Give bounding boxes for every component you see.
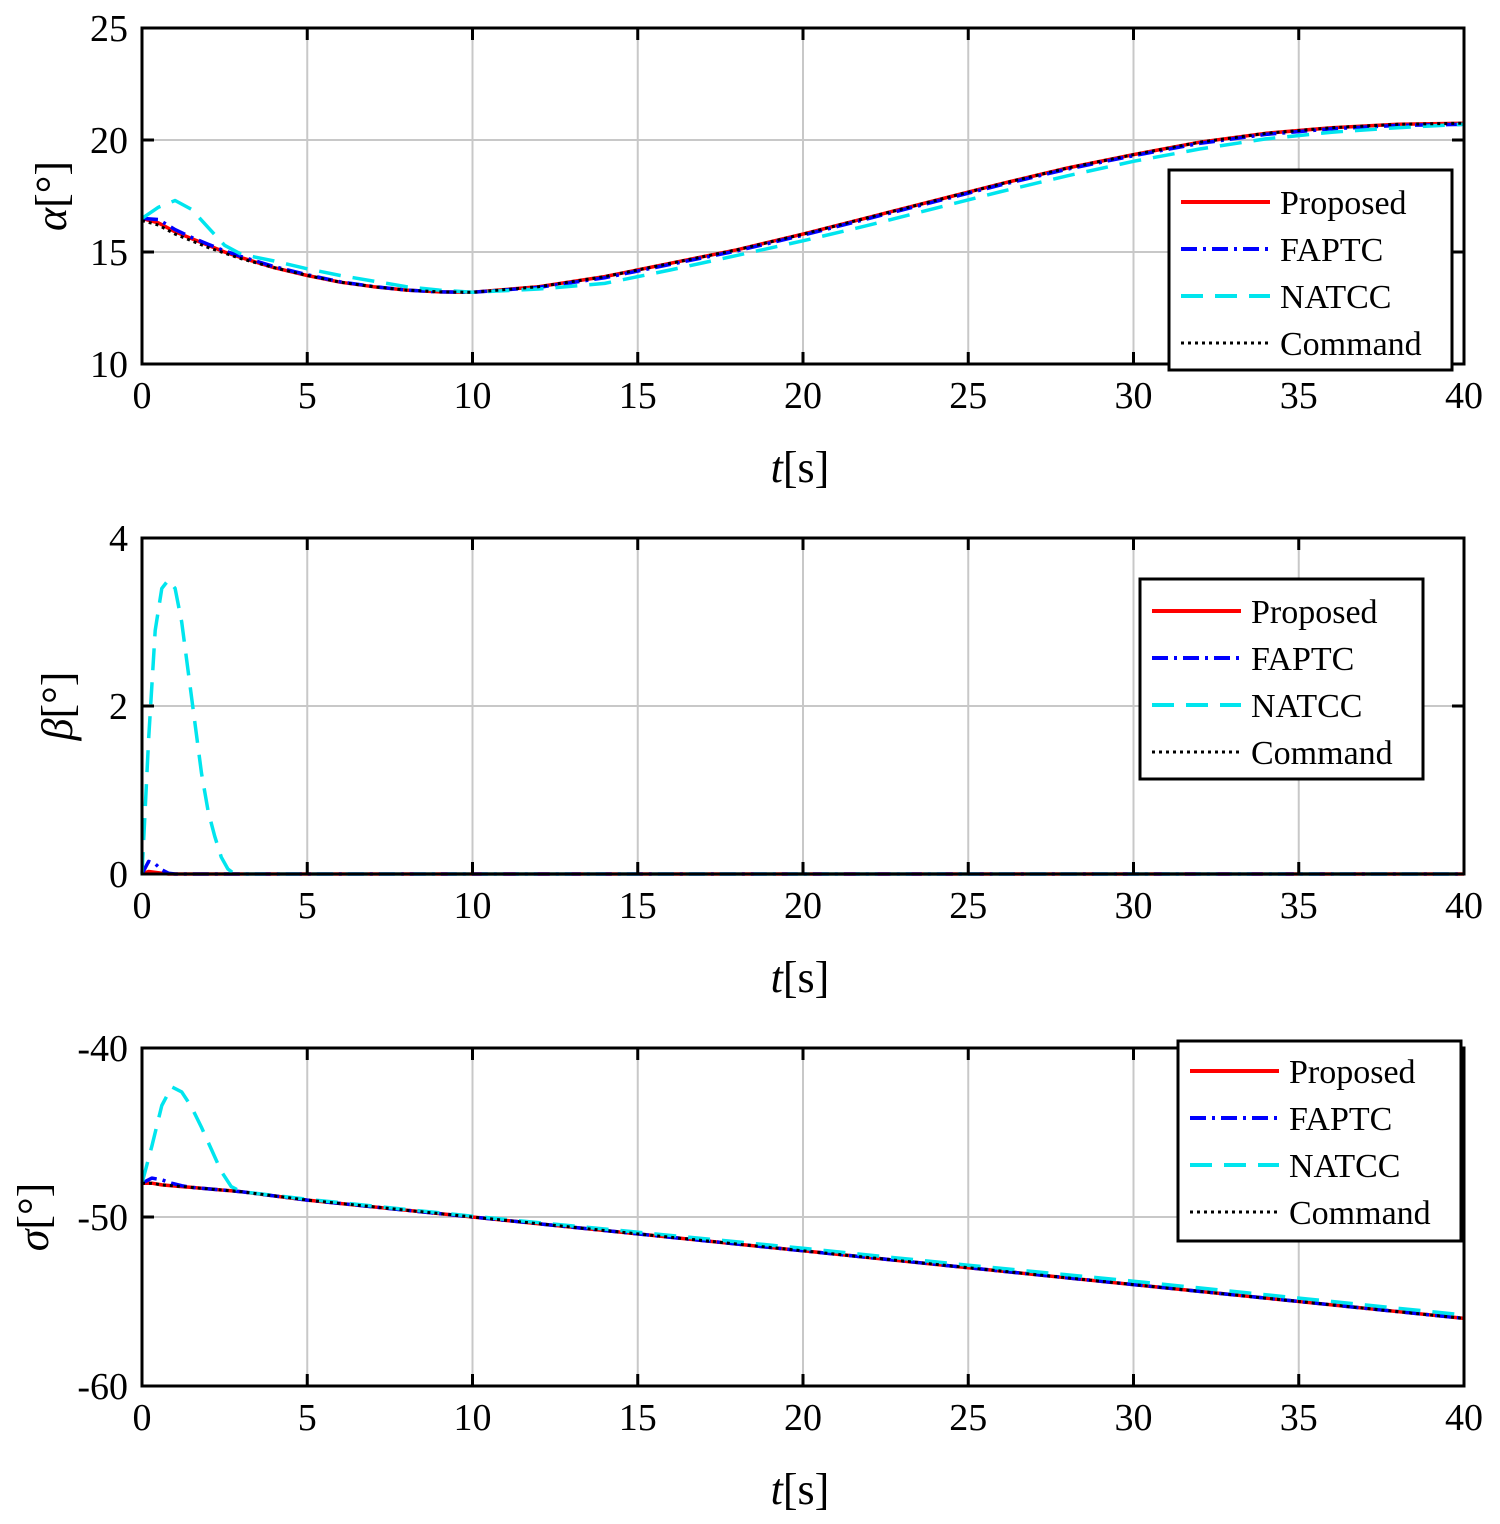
sigma-legend-box	[1176, 1039, 1463, 1243]
beta-legend-label-faptc: FAPTC	[1251, 641, 1354, 678]
sigma-y-axis-label: σ[°]	[9, 1183, 58, 1252]
alpha-y-tick-label: 25	[90, 8, 128, 50]
sigma-x-tick-label: 40	[1445, 1397, 1483, 1439]
beta-y-tick-label: 0	[109, 854, 128, 896]
sigma-legend-label-proposed: Proposed	[1289, 1054, 1416, 1091]
alpha-x-tick-label: 35	[1280, 375, 1318, 417]
sigma-legend-label-natcc: NATCC	[1289, 1148, 1400, 1185]
sigma-x-tick-label: 10	[454, 1397, 492, 1439]
alpha-legend: Proposed FAPTC NATCC Command	[1167, 168, 1454, 372]
alpha-x-tick-label: 20	[784, 375, 822, 417]
beta-y-axis-label: β[°]	[33, 672, 82, 742]
sigma-series-command	[142, 1181, 1465, 1320]
beta-x-axis-label: t[s]	[771, 953, 830, 1002]
alpha-x-tick-label: 25	[949, 375, 987, 417]
alpha-legend-label-natcc: NATCC	[1280, 279, 1391, 316]
alpha-legend-label-proposed: Proposed	[1280, 185, 1407, 222]
alpha-y-tick-label: 15	[90, 232, 128, 274]
beta-legend: Proposed FAPTC NATCC Command	[1138, 577, 1425, 781]
beta-y-tick-label: 2	[109, 686, 128, 728]
alpha-series-lines	[141, 121, 1465, 295]
alpha-legend-label-faptc: FAPTC	[1280, 232, 1383, 269]
alpha-x-tick-label: 40	[1445, 375, 1483, 417]
alpha-y-tick-label: 20	[90, 120, 128, 162]
sigma-y-tick-label: -60	[77, 1366, 128, 1408]
sigma-x-tick-label: 0	[133, 1397, 152, 1439]
beta-y-tick-label: 4	[109, 518, 128, 560]
alpha-x-tick-label: 15	[619, 375, 657, 417]
sigma-series-faptc	[141, 1176, 1465, 1321]
beta-x-tick-label: 25	[949, 885, 987, 927]
alpha-x-axis-label: t[s]	[771, 443, 830, 492]
sigma-x-tick-label: 20	[784, 1397, 822, 1439]
beta-x-tick-label: 0	[133, 885, 152, 927]
sigma-ticks: 0 5 10 15 20 25 30 35 40 -60 -50 -40	[77, 1028, 1483, 1439]
beta-x-tick-label: 20	[784, 885, 822, 927]
beta-legend-label-proposed: Proposed	[1251, 594, 1378, 631]
sigma-x-axis-label: t[s]	[771, 1465, 830, 1514]
alpha-legend-label-command: Command	[1280, 326, 1422, 363]
sigma-x-tick-label: 35	[1280, 1397, 1318, 1439]
alpha-series-natcc	[141, 122, 1465, 295]
sigma-legend: Proposed FAPTC NATCC Command	[1176, 1039, 1463, 1243]
alpha-series-command	[141, 121, 1465, 294]
alpha-y-tick-label: 10	[90, 344, 128, 386]
beta-legend-label-natcc: NATCC	[1251, 688, 1362, 725]
beta-x-tick-label: 5	[298, 885, 317, 927]
panel-sigma: 0 5 10 15 20 25 30 35 40 -60 -50 -40 t[s] σ[°] Prop…	[9, 1028, 1483, 1514]
sigma-legend-label-faptc: FAPTC	[1289, 1101, 1392, 1138]
beta-x-tick-label: 15	[619, 885, 657, 927]
sigma-series-natcc	[140, 1085, 1465, 1317]
sigma-x-tick-label: 30	[1115, 1397, 1153, 1439]
beta-legend-label-command: Command	[1251, 735, 1393, 772]
beta-x-tick-label: 30	[1115, 885, 1153, 927]
panel-alpha: 0 5 10 15 20 25 30 35 40 10 15 20 25 t[s] α[°] Propo…	[27, 8, 1483, 492]
sigma-x-tick-label: 5	[298, 1397, 317, 1439]
alpha-y-axis-label: α[°]	[27, 161, 76, 231]
sigma-y-tick-label: -40	[77, 1028, 128, 1070]
beta-ticks: 0 5 10 15 20 25 30 35 40 0 2 4	[109, 518, 1483, 927]
sigma-x-tick-label: 25	[949, 1397, 987, 1439]
sigma-legend-label-command: Command	[1289, 1195, 1431, 1232]
sigma-x-tick-label: 15	[619, 1397, 657, 1439]
sigma-y-tick-label: -50	[77, 1197, 128, 1239]
alpha-x-tick-label: 5	[298, 375, 317, 417]
panel-beta: 0 5 10 15 20 25 30 35 40 0 2 4 t[s] β[°] Proposed F…	[33, 518, 1483, 1002]
alpha-x-tick-label: 10	[454, 375, 492, 417]
beta-x-tick-label: 40	[1445, 885, 1483, 927]
sigma-series-lines	[140, 1085, 1465, 1321]
alpha-x-tick-label: 30	[1115, 375, 1153, 417]
alpha-x-tick-label: 0	[133, 375, 152, 417]
beta-x-tick-label: 35	[1280, 885, 1318, 927]
beta-x-tick-label: 10	[454, 885, 492, 927]
alpha-ticks: 0 5 10 15 20 25 30 35 40 10 15 20 25	[90, 8, 1483, 417]
